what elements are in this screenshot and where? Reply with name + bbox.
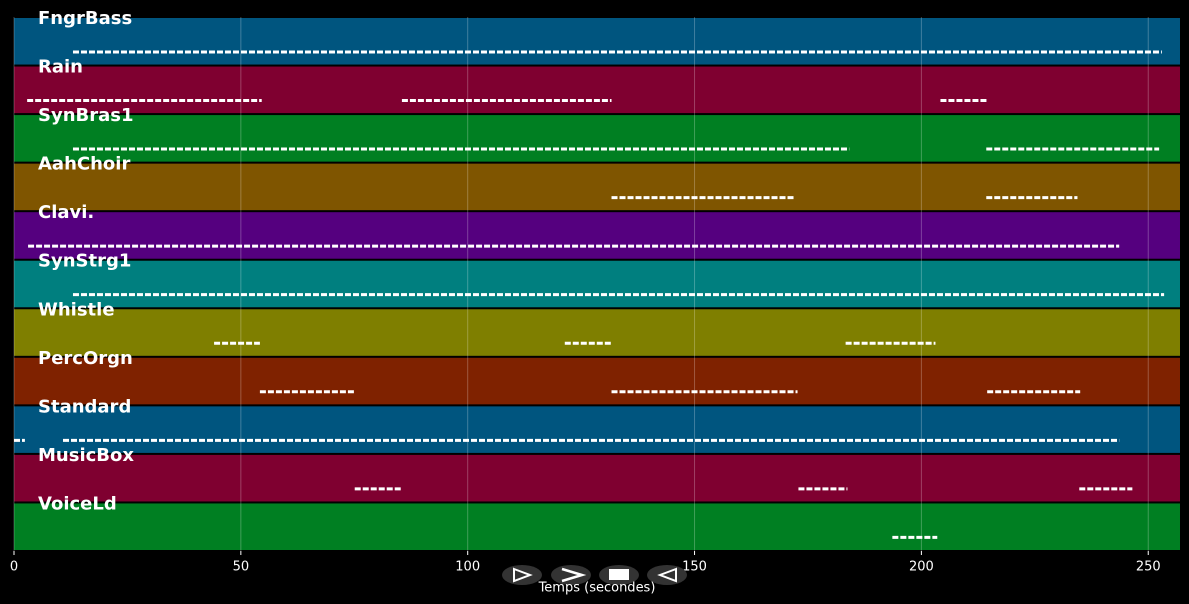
track-band xyxy=(14,260,1180,308)
x-tick-label: 100 xyxy=(455,560,480,575)
track-name: FngrBass xyxy=(38,8,132,29)
track-band xyxy=(14,163,1180,211)
track-name: Clavi. xyxy=(38,202,94,223)
track-band xyxy=(14,115,1180,162)
track-name: PercOrgn xyxy=(38,348,133,369)
play-button[interactable] xyxy=(502,565,542,585)
track-band xyxy=(14,212,1180,259)
rewind-button[interactable] xyxy=(647,565,687,585)
transport-controls xyxy=(502,565,687,585)
x-tick-label: 200 xyxy=(909,560,934,575)
track-band xyxy=(14,357,1180,405)
track-name: Standard xyxy=(38,396,131,417)
x-tick-label: 50 xyxy=(233,560,250,575)
track-name: MusicBox xyxy=(38,445,134,466)
x-tick-label: 250 xyxy=(1136,560,1161,575)
track-name: Whistle xyxy=(38,299,115,320)
track-band xyxy=(14,309,1180,356)
tracks xyxy=(14,18,1180,550)
track-name: VoiceLd xyxy=(38,493,117,514)
track-band xyxy=(14,454,1180,502)
labels: FngrBass Rain SynBras1 AahChoir Clavi. SynStr… xyxy=(10,8,1161,575)
track-name: SynBras1 xyxy=(38,105,134,126)
grid xyxy=(13,17,1149,551)
track-band xyxy=(14,406,1180,453)
x-tick-label: 0 xyxy=(10,560,18,575)
x-tick-label: 150 xyxy=(682,560,707,575)
track-band xyxy=(14,18,1180,65)
track-name: AahChoir xyxy=(38,154,130,175)
x-axis-label: Temps (secondes) xyxy=(538,581,656,596)
track-name: SynStrg1 xyxy=(38,251,131,272)
track-name: Rain xyxy=(38,57,83,78)
track-band xyxy=(14,503,1180,550)
stop-button[interactable] xyxy=(599,565,639,585)
forward-button[interactable] xyxy=(551,565,591,585)
track-band xyxy=(14,66,1180,114)
